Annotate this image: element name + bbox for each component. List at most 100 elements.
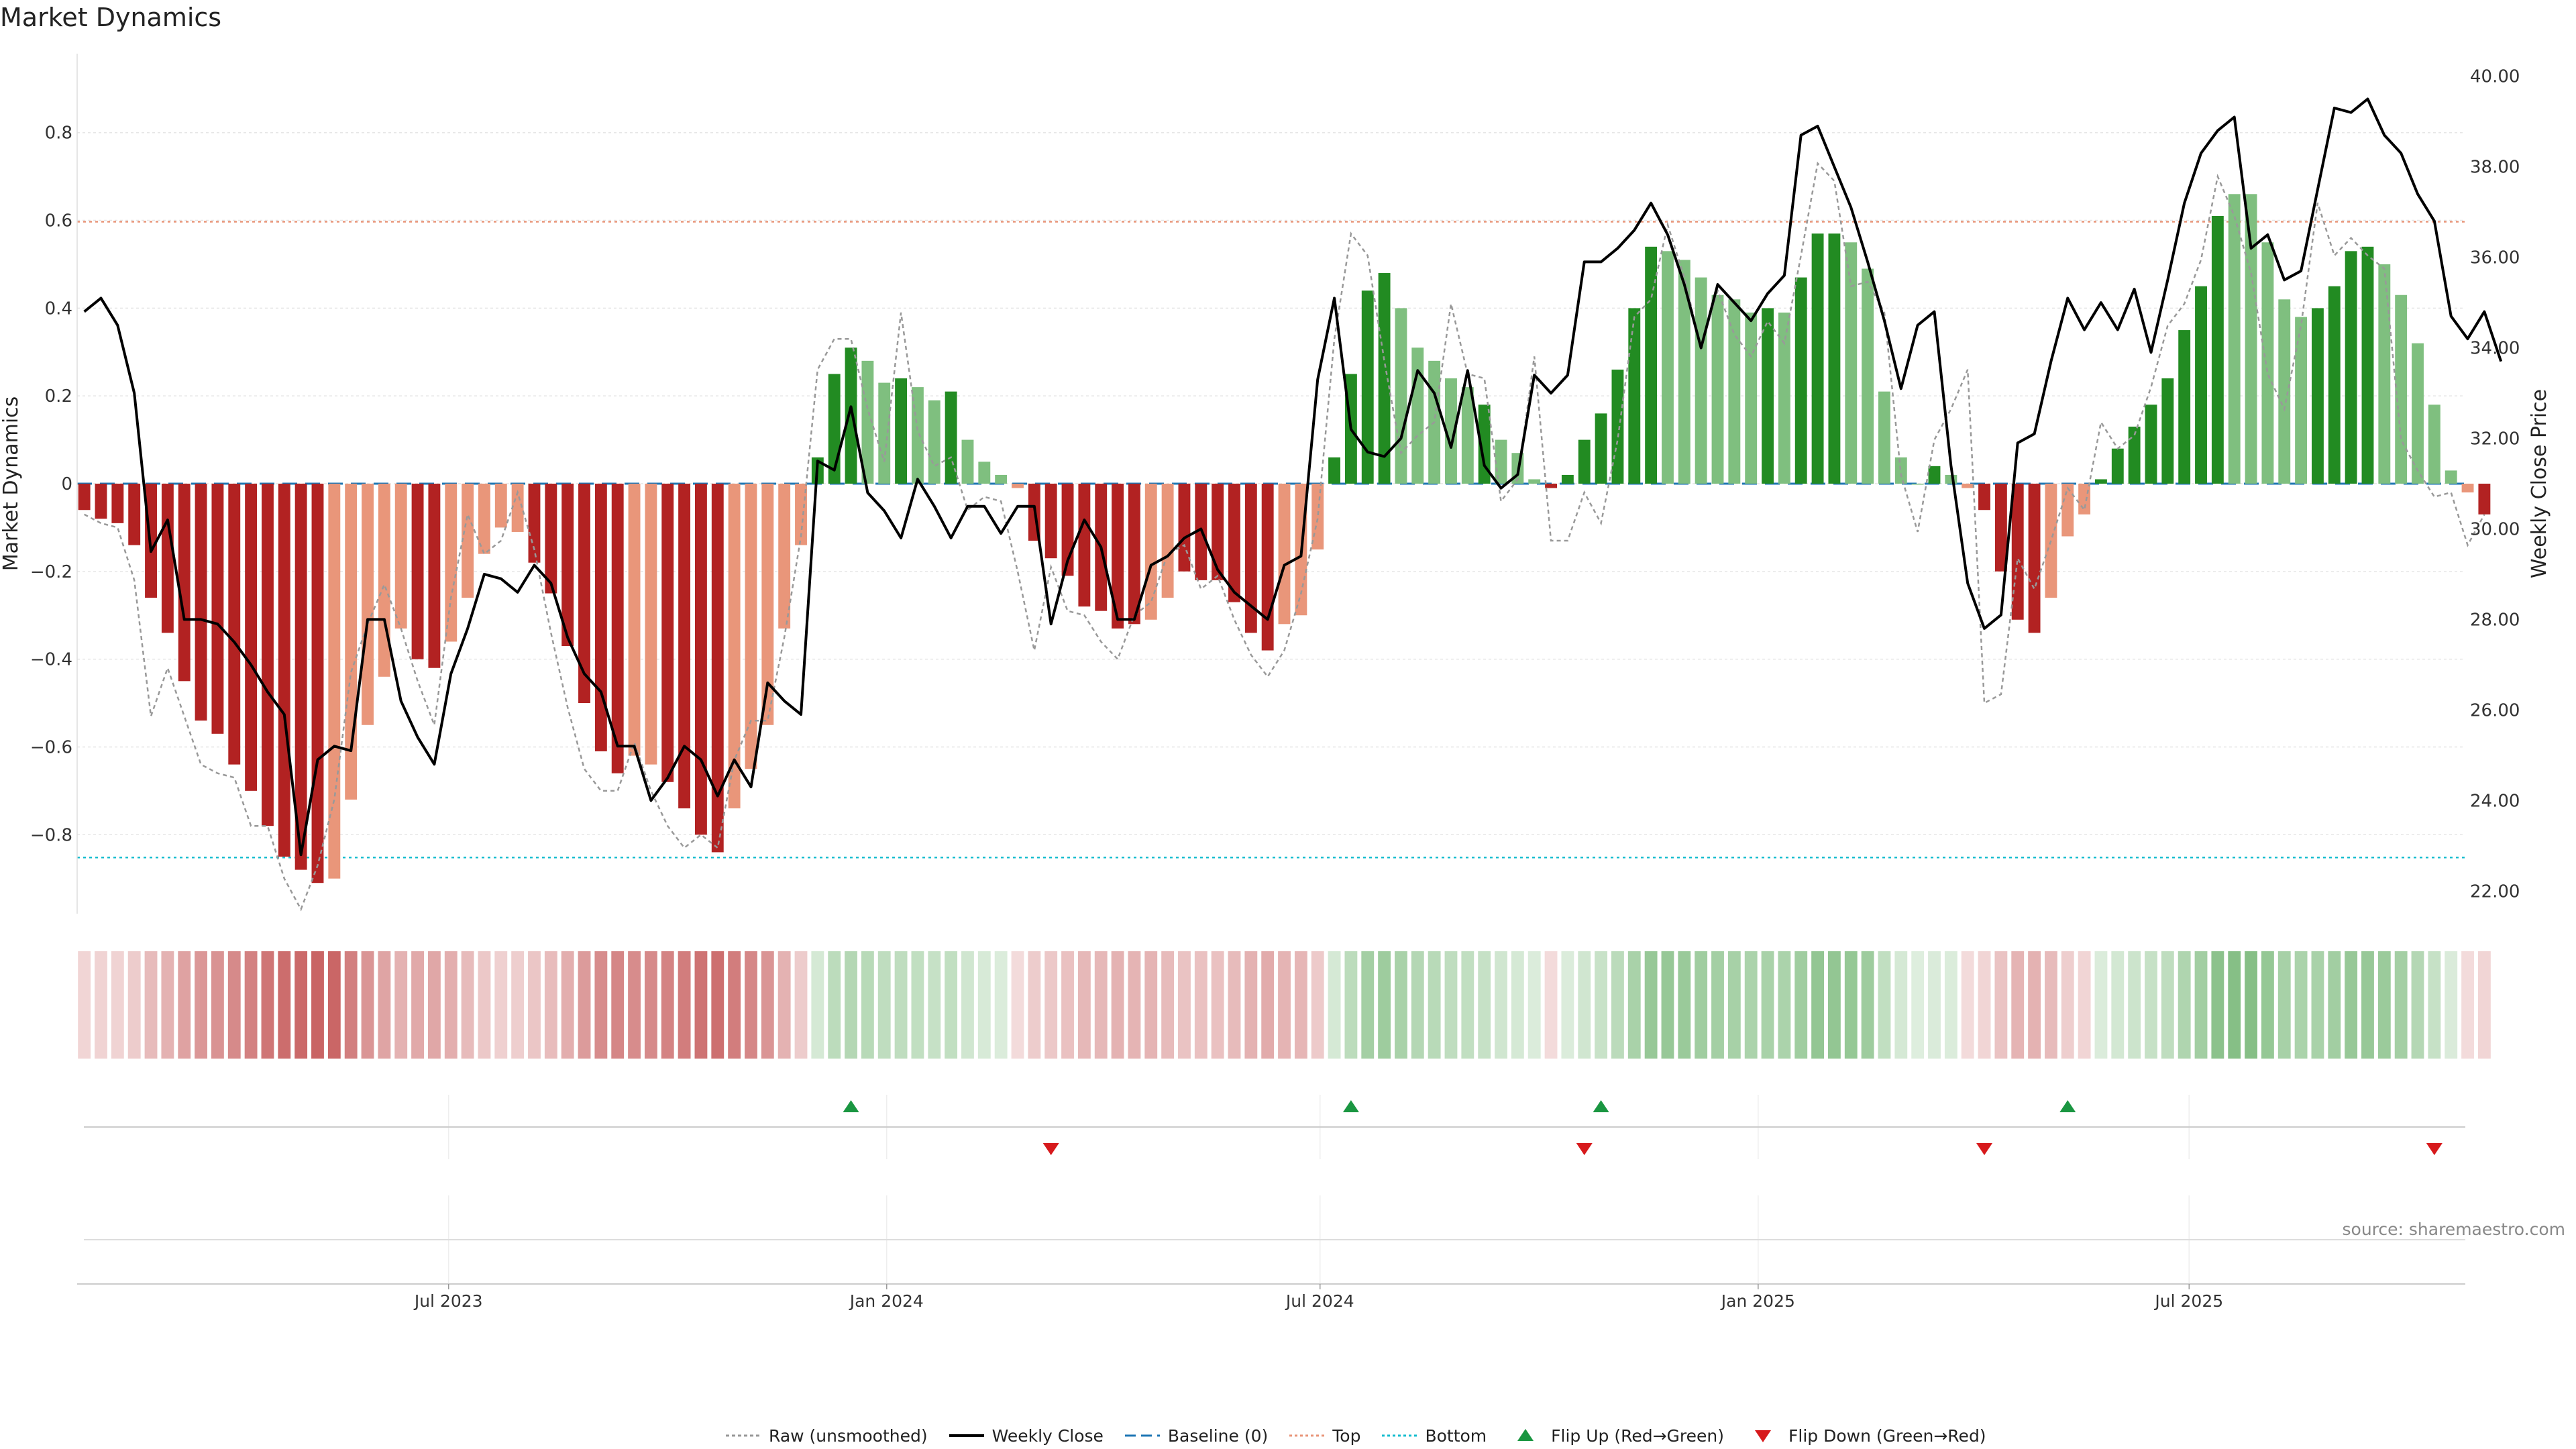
y2-axis-title: Weekly Close Price [2528,389,2551,578]
regime-strip-cell [244,951,258,1059]
regime-strip-cell [1028,951,1041,1059]
market-dynamics-bar [678,484,691,809]
market-dynamics-bar [1528,479,1541,484]
regime-strip-cell [2461,951,2474,1059]
market-dynamics-bar [1711,294,1724,484]
regime-strip-cell [644,951,657,1059]
market-dynamics-bar [111,484,124,523]
market-dynamics-bar [1212,484,1224,580]
market-dynamics-bar [1411,347,1424,484]
market-dynamics-bar [2328,286,2341,484]
market-dynamics-bar [178,484,191,682]
market-dynamics-bar [378,484,390,677]
raw-line-layer [84,161,2485,912]
regime-strip-cell [2428,951,2441,1059]
regime-strip-cell [811,951,824,1059]
regime-strip-cell [845,951,857,1059]
regime-strip-cell [478,951,491,1059]
y-tick-label: −0.2 [30,562,72,582]
market-dynamics-bar [1545,484,1557,488]
market-dynamics-bar [2111,448,2124,484]
regime-strip-cell [178,951,191,1059]
regime-strip-cell [1761,951,1774,1059]
market-dynamics-bar [2161,378,2174,484]
regime-strip-cell [144,951,158,1059]
market-dynamics-bar [845,347,857,484]
regime-strip-cell [278,951,291,1059]
market-dynamics-bar [978,462,991,484]
regime-strip-cell [461,951,474,1059]
legend-item: Flip Down (Green→Red) [1744,1426,1986,1446]
market-dynamics-bar [878,382,891,484]
market-dynamics-bar [345,484,358,800]
regime-strip-cell [1061,951,1074,1059]
regime-strip-cell [427,951,441,1059]
market-dynamics-bar [211,484,224,734]
regime-strip-cell [1211,951,1224,1059]
regime-strip-cell [2294,951,2308,1059]
flip-down-marker [1576,1143,1593,1155]
market-dynamics-bar [1561,474,1574,484]
y2-tick-label: 36.00 [2470,248,2520,268]
regime-strip-cell [578,951,591,1059]
flip-down-marker [1976,1143,1993,1155]
regime-strip-cell [1294,951,1307,1059]
legend-label: Weekly Close [991,1426,1104,1446]
market-dynamics-bar [195,484,207,721]
flip-up-marker [1342,1100,1359,1112]
x-tick-label: Jul 2025 [2153,1291,2223,1311]
regime-strip-cell [2094,951,2108,1059]
market-dynamics-bar [294,484,307,870]
regime-strip-cell [1511,951,1524,1059]
market-dynamics-bar [1128,484,1140,625]
market-dynamics-bar [1611,369,1624,484]
market-dynamics-bar [2178,330,2191,484]
regime-strip-cell [2044,951,2057,1059]
market-dynamics-bar [1728,299,1741,484]
market-dynamics-bar [1845,242,1858,484]
regime-strip-cell [261,951,274,1059]
market-dynamics-bar [78,484,91,511]
market-dynamics-bar [1945,474,1957,484]
weekly-close-line [83,97,2503,857]
market-dynamics-bar [2378,264,2391,484]
regime-strip-cell [1278,951,1291,1059]
market-dynamics-bar [928,400,941,484]
market-dynamics-bar [1811,233,1824,484]
market-dynamics-bar [2345,251,2357,484]
market-dynamics-bar [645,484,657,765]
regime-strip-cell [1128,951,1141,1059]
market-dynamics-bar [2261,242,2274,484]
regime-strip-cell [1994,951,2008,1059]
regime-strip-cell [1561,951,1574,1059]
market-dynamics-bar [745,484,757,769]
regime-strip-cell [2011,951,2025,1059]
legend-label: Flip Down (Green→Red) [1788,1426,1986,1446]
market-dynamics-bar [995,474,1008,484]
market-dynamics-bar [1695,277,1707,484]
regime-strip-cell [2145,951,2157,1059]
regime-strip-cell [195,951,207,1059]
legend-symbol-dotted-line [726,1434,761,1437]
regime-strip-cell [561,951,574,1059]
regime-strip-cell [928,951,941,1059]
market-dynamics-bar [1044,484,1057,559]
market-dynamics-bar [2145,405,2157,484]
market-dynamics-bar [411,484,424,659]
regime-strip-cell [1395,951,1407,1059]
regime-strip-cell [78,951,91,1059]
regime-strip-cell [661,951,674,1059]
market-dynamics-bar [494,484,507,528]
regime-strip-cell [911,951,924,1059]
regime-strip-cell [1678,951,1691,1059]
regime-strip-cell [894,951,908,1059]
market-dynamics-bar [2195,286,2207,484]
market-dynamics-bar [545,484,557,594]
regime-strip-cell [1744,951,1758,1059]
legend-item: Raw (unsmoothed) [724,1426,928,1446]
source-credit: source: sharemaestro.com [2342,1220,2566,1239]
market-dynamics-bar [278,484,290,857]
market-dynamics-bar [2061,484,2074,537]
y2-tick-label: 38.00 [2470,158,2520,178]
regime-strip-cell [678,951,691,1059]
